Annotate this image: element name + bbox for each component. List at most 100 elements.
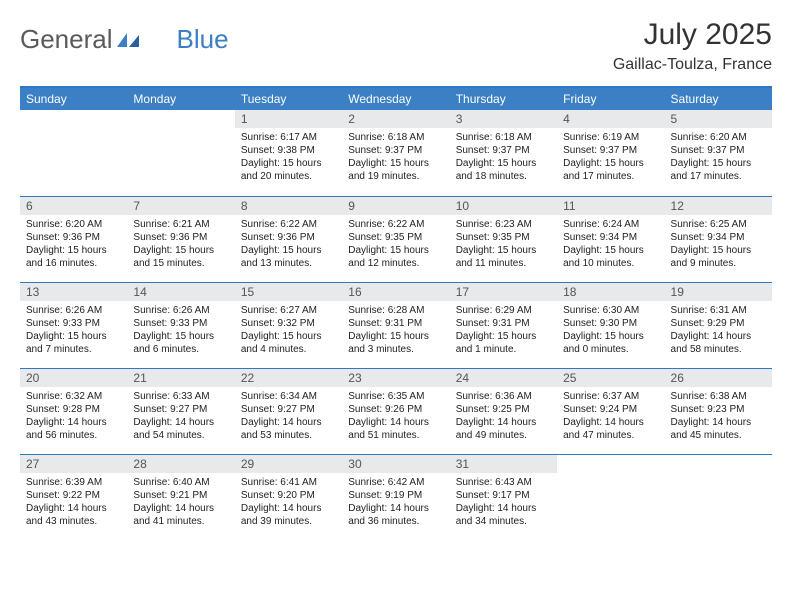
day-details: Sunrise: 6:38 AMSunset: 9:23 PMDaylight:…: [665, 387, 772, 445]
day-header: Saturday: [665, 87, 772, 110]
calendar-day: 21Sunrise: 6:33 AMSunset: 9:27 PMDayligh…: [127, 368, 234, 454]
calendar-day-empty: [127, 110, 234, 196]
day-number: 2: [342, 110, 449, 128]
day-number: 15: [235, 283, 342, 301]
day-number: 14: [127, 283, 234, 301]
day-number: 28: [127, 455, 234, 473]
day-details: Sunrise: 6:34 AMSunset: 9:27 PMDaylight:…: [235, 387, 342, 445]
day-header: Thursday: [450, 87, 557, 110]
calendar-day: 8Sunrise: 6:22 AMSunset: 9:36 PMDaylight…: [235, 196, 342, 282]
day-number: 21: [127, 369, 234, 387]
day-number: 9: [342, 197, 449, 215]
title-block: July 2025 Gaillac-Toulza, France: [613, 18, 772, 74]
day-details: Sunrise: 6:37 AMSunset: 9:24 PMDaylight:…: [557, 387, 664, 445]
calendar-day: 29Sunrise: 6:41 AMSunset: 9:20 PMDayligh…: [235, 454, 342, 540]
calendar-day: 5Sunrise: 6:20 AMSunset: 9:37 PMDaylight…: [665, 110, 772, 196]
calendar-day: 4Sunrise: 6:19 AMSunset: 9:37 PMDaylight…: [557, 110, 664, 196]
day-number: 26: [665, 369, 772, 387]
calendar-day-empty: [20, 110, 127, 196]
calendar-day: 14Sunrise: 6:26 AMSunset: 9:33 PMDayligh…: [127, 282, 234, 368]
sail-icon: [117, 33, 139, 47]
calendar-day: 22Sunrise: 6:34 AMSunset: 9:27 PMDayligh…: [235, 368, 342, 454]
day-number: 19: [665, 283, 772, 301]
day-number: 22: [235, 369, 342, 387]
day-number: 4: [557, 110, 664, 128]
page-header: General Blue July 2025 Gaillac-Toulza, F…: [20, 18, 772, 74]
day-details: Sunrise: 6:18 AMSunset: 9:37 PMDaylight:…: [450, 128, 557, 186]
day-number: 11: [557, 197, 664, 215]
calendar-day: 27Sunrise: 6:39 AMSunset: 9:22 PMDayligh…: [20, 454, 127, 540]
calendar-day: 13Sunrise: 6:26 AMSunset: 9:33 PMDayligh…: [20, 282, 127, 368]
day-details: Sunrise: 6:18 AMSunset: 9:37 PMDaylight:…: [342, 128, 449, 186]
calendar-day: 30Sunrise: 6:42 AMSunset: 9:19 PMDayligh…: [342, 454, 449, 540]
day-details: Sunrise: 6:20 AMSunset: 9:37 PMDaylight:…: [665, 128, 772, 186]
day-number: 16: [342, 283, 449, 301]
day-details: Sunrise: 6:31 AMSunset: 9:29 PMDaylight:…: [665, 301, 772, 359]
calendar-day: 16Sunrise: 6:28 AMSunset: 9:31 PMDayligh…: [342, 282, 449, 368]
day-details: Sunrise: 6:21 AMSunset: 9:36 PMDaylight:…: [127, 215, 234, 273]
day-details: Sunrise: 6:41 AMSunset: 9:20 PMDaylight:…: [235, 473, 342, 531]
calendar-day: 15Sunrise: 6:27 AMSunset: 9:32 PMDayligh…: [235, 282, 342, 368]
calendar-day: 25Sunrise: 6:37 AMSunset: 9:24 PMDayligh…: [557, 368, 664, 454]
day-details: Sunrise: 6:29 AMSunset: 9:31 PMDaylight:…: [450, 301, 557, 359]
calendar-week: 20Sunrise: 6:32 AMSunset: 9:28 PMDayligh…: [20, 368, 772, 454]
brand-part1: General: [20, 24, 113, 55]
brand-logo: General Blue: [20, 18, 229, 55]
day-details: Sunrise: 6:42 AMSunset: 9:19 PMDaylight:…: [342, 473, 449, 531]
day-number: 18: [557, 283, 664, 301]
day-details: Sunrise: 6:20 AMSunset: 9:36 PMDaylight:…: [20, 215, 127, 273]
day-number: 17: [450, 283, 557, 301]
calendar-day: 31Sunrise: 6:43 AMSunset: 9:17 PMDayligh…: [450, 454, 557, 540]
location-label: Gaillac-Toulza, France: [613, 56, 772, 74]
day-number: [665, 455, 772, 473]
calendar-day: 18Sunrise: 6:30 AMSunset: 9:30 PMDayligh…: [557, 282, 664, 368]
day-details: Sunrise: 6:36 AMSunset: 9:25 PMDaylight:…: [450, 387, 557, 445]
calendar-day: 12Sunrise: 6:25 AMSunset: 9:34 PMDayligh…: [665, 196, 772, 282]
day-details: Sunrise: 6:26 AMSunset: 9:33 PMDaylight:…: [127, 301, 234, 359]
day-number: [127, 110, 234, 128]
day-number: 29: [235, 455, 342, 473]
calendar-day: 17Sunrise: 6:29 AMSunset: 9:31 PMDayligh…: [450, 282, 557, 368]
day-number: [20, 110, 127, 128]
calendar-day: 24Sunrise: 6:36 AMSunset: 9:25 PMDayligh…: [450, 368, 557, 454]
calendar-day: 3Sunrise: 6:18 AMSunset: 9:37 PMDaylight…: [450, 110, 557, 196]
day-number: [557, 455, 664, 473]
day-details: Sunrise: 6:35 AMSunset: 9:26 PMDaylight:…: [342, 387, 449, 445]
day-number: 25: [557, 369, 664, 387]
day-number: 6: [20, 197, 127, 215]
day-details: Sunrise: 6:30 AMSunset: 9:30 PMDaylight:…: [557, 301, 664, 359]
day-details: Sunrise: 6:24 AMSunset: 9:34 PMDaylight:…: [557, 215, 664, 273]
day-number: 12: [665, 197, 772, 215]
calendar-week: 27Sunrise: 6:39 AMSunset: 9:22 PMDayligh…: [20, 454, 772, 540]
calendar-day-empty: [665, 454, 772, 540]
day-details: Sunrise: 6:43 AMSunset: 9:17 PMDaylight:…: [450, 473, 557, 531]
day-header: Sunday: [20, 87, 127, 110]
calendar-day: 26Sunrise: 6:38 AMSunset: 9:23 PMDayligh…: [665, 368, 772, 454]
calendar-day: 9Sunrise: 6:22 AMSunset: 9:35 PMDaylight…: [342, 196, 449, 282]
month-title: July 2025: [613, 18, 772, 52]
day-header: Wednesday: [342, 87, 449, 110]
day-header-row: SundayMondayTuesdayWednesdayThursdayFrid…: [20, 87, 772, 110]
day-header: Friday: [557, 87, 664, 110]
calendar-day: 7Sunrise: 6:21 AMSunset: 9:36 PMDaylight…: [127, 196, 234, 282]
calendar-day: 1Sunrise: 6:17 AMSunset: 9:38 PMDaylight…: [235, 110, 342, 196]
day-number: 30: [342, 455, 449, 473]
day-details: Sunrise: 6:32 AMSunset: 9:28 PMDaylight:…: [20, 387, 127, 445]
day-details: Sunrise: 6:22 AMSunset: 9:36 PMDaylight:…: [235, 215, 342, 273]
calendar-day: 28Sunrise: 6:40 AMSunset: 9:21 PMDayligh…: [127, 454, 234, 540]
calendar-day-empty: [557, 454, 664, 540]
day-number: 13: [20, 283, 127, 301]
day-details: Sunrise: 6:40 AMSunset: 9:21 PMDaylight:…: [127, 473, 234, 531]
calendar-day: 20Sunrise: 6:32 AMSunset: 9:28 PMDayligh…: [20, 368, 127, 454]
day-details: Sunrise: 6:23 AMSunset: 9:35 PMDaylight:…: [450, 215, 557, 273]
day-number: 23: [342, 369, 449, 387]
day-number: 31: [450, 455, 557, 473]
calendar-day: 10Sunrise: 6:23 AMSunset: 9:35 PMDayligh…: [450, 196, 557, 282]
brand-part2: Blue: [177, 24, 229, 55]
day-number: 27: [20, 455, 127, 473]
day-number: 1: [235, 110, 342, 128]
calendar-table: SundayMondayTuesdayWednesdayThursdayFrid…: [20, 86, 772, 540]
day-details: Sunrise: 6:22 AMSunset: 9:35 PMDaylight:…: [342, 215, 449, 273]
calendar-day: 6Sunrise: 6:20 AMSunset: 9:36 PMDaylight…: [20, 196, 127, 282]
day-header: Monday: [127, 87, 234, 110]
